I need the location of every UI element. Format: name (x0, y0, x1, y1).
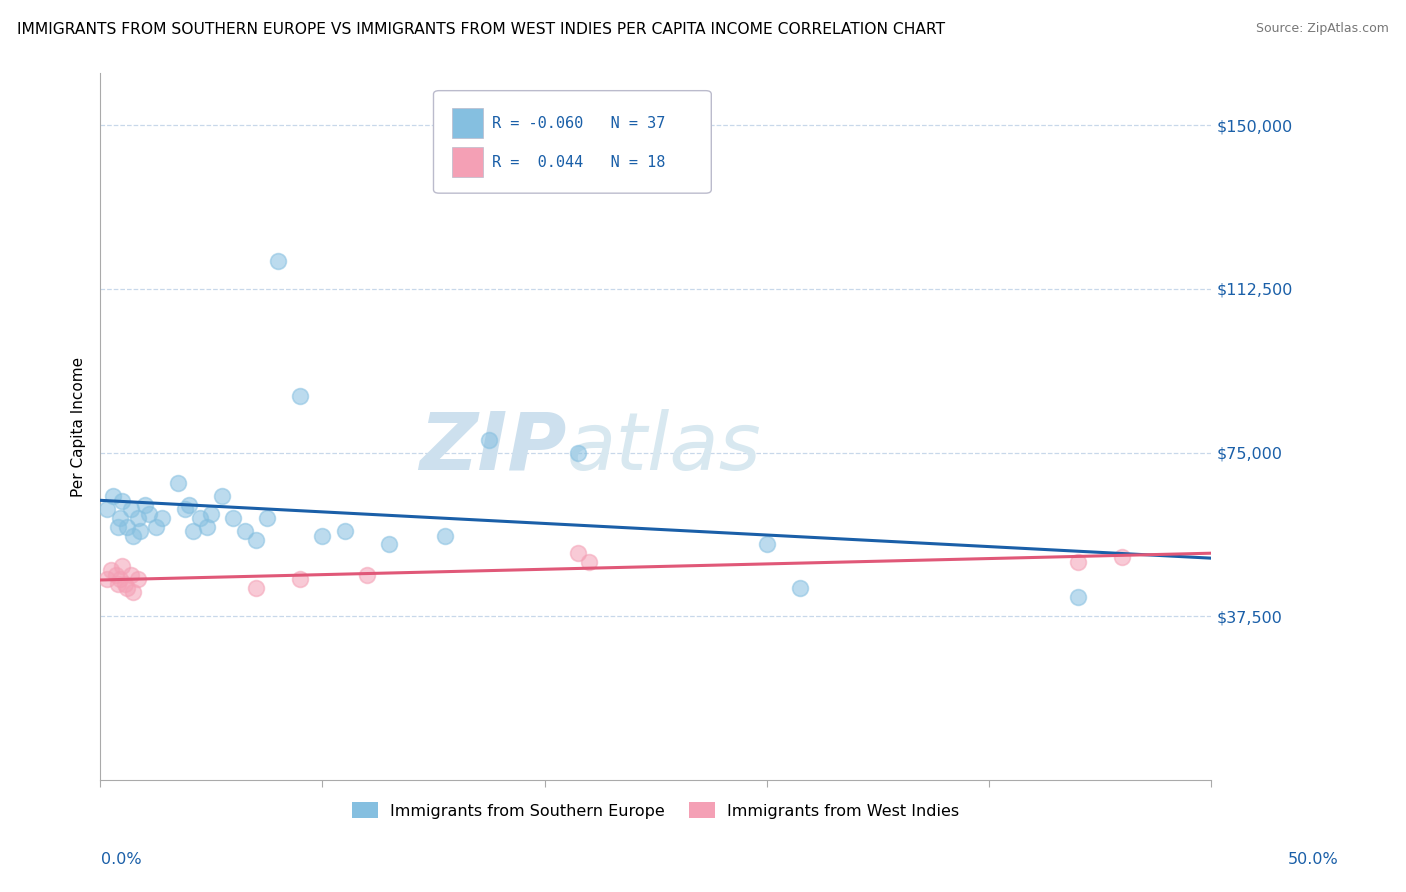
Point (755, 537, 778, 551)
Point (1067, 590, 1090, 604)
Text: IMMIGRANTS FROM SOUTHERN EUROPE VS IMMIGRANTS FROM WEST INDIES PER CAPITA INCOME: IMMIGRANTS FROM SOUTHERN EUROPE VS IMMIG… (17, 22, 945, 37)
Text: R =  0.044   N = 18: R = 0.044 N = 18 (492, 154, 666, 169)
Point (134, 498, 156, 512)
Point (114, 576, 136, 591)
FancyBboxPatch shape (433, 91, 711, 194)
Point (129, 524, 152, 539)
Point (378, 537, 401, 551)
Text: 0.0%: 0.0% (101, 852, 142, 867)
Point (173, 502, 195, 516)
Point (150, 511, 173, 525)
Point (211, 489, 233, 503)
Point (145, 520, 167, 534)
Point (1067, 555, 1090, 569)
Point (104, 567, 127, 582)
Point (127, 572, 149, 586)
Point (108, 511, 131, 525)
Point (120, 567, 142, 582)
Point (433, 528, 456, 542)
Point (107, 520, 129, 534)
Point (567, 546, 589, 560)
Point (115, 581, 138, 595)
Point (167, 476, 190, 491)
Point (122, 585, 145, 599)
Text: Source: ZipAtlas.com: Source: ZipAtlas.com (1256, 22, 1389, 36)
Point (567, 445, 589, 459)
Point (311, 528, 333, 542)
Point (107, 576, 129, 591)
Point (267, 253, 290, 268)
Point (256, 511, 278, 525)
Point (96, 572, 118, 586)
Point (122, 528, 145, 542)
Point (245, 533, 267, 547)
Text: R = -0.060   N = 37: R = -0.060 N = 37 (492, 116, 666, 130)
Point (115, 520, 138, 534)
Point (478, 433, 501, 447)
Point (188, 511, 211, 525)
Point (100, 564, 122, 578)
Point (200, 507, 222, 521)
Point (96, 502, 118, 516)
Point (111, 493, 134, 508)
Point (288, 572, 311, 586)
Point (103, 489, 125, 503)
Point (333, 524, 356, 539)
Legend: Immigrants from Southern Europe, Immigrants from West Indies: Immigrants from Southern Europe, Immigra… (346, 796, 966, 825)
Point (789, 581, 811, 595)
Point (108, 572, 131, 586)
Text: ZIP: ZIP (419, 409, 567, 487)
Point (138, 507, 160, 521)
Point (288, 389, 311, 403)
Point (120, 502, 142, 516)
Point (245, 581, 267, 595)
Point (111, 559, 134, 574)
Point (183, 524, 205, 539)
Point (578, 555, 600, 569)
Point (1111, 550, 1133, 565)
Point (233, 524, 256, 539)
Point (356, 567, 378, 582)
Point (195, 520, 218, 534)
Text: 50.0%: 50.0% (1288, 852, 1339, 867)
FancyBboxPatch shape (453, 147, 484, 177)
Point (177, 498, 200, 512)
FancyBboxPatch shape (453, 108, 484, 138)
Point (127, 511, 149, 525)
Y-axis label: Per Capita Income: Per Capita Income (72, 357, 86, 497)
Text: atlas: atlas (567, 409, 762, 487)
Point (222, 511, 245, 525)
